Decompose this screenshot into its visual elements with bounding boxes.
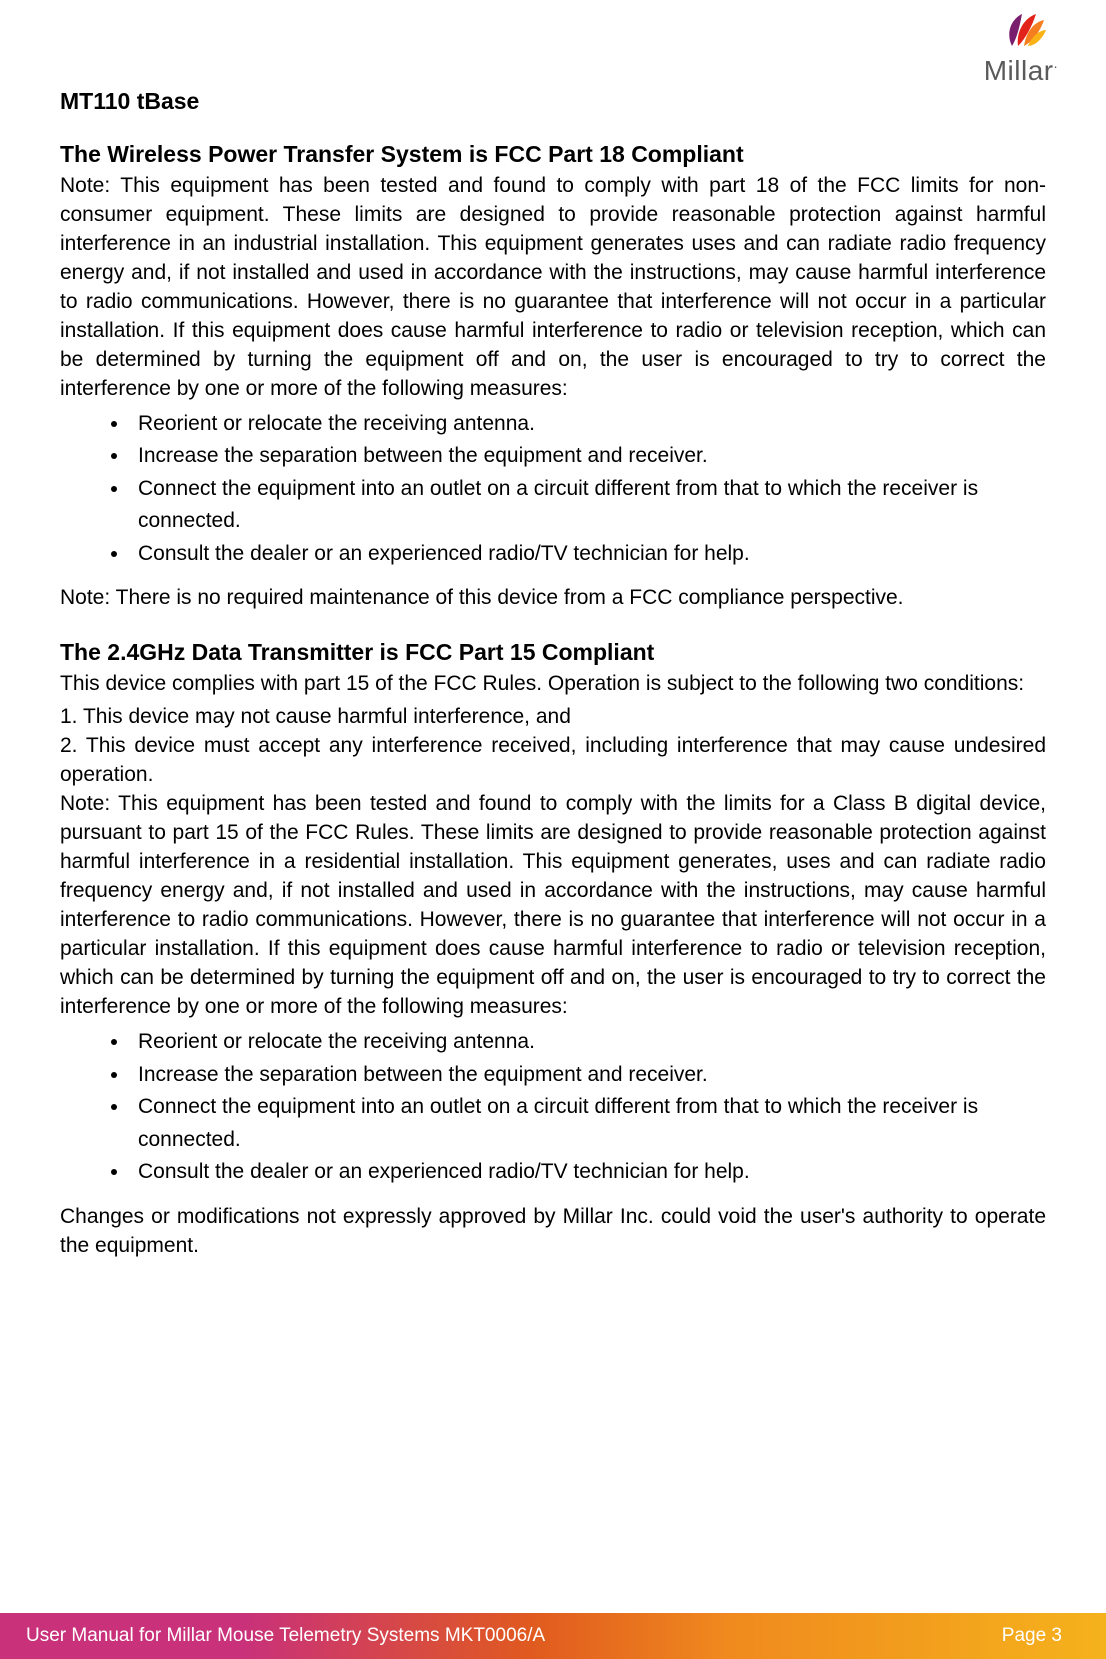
footer-page-number: Page 3 bbox=[1002, 1625, 1062, 1647]
list-item: Reorient or relocate the receiving anten… bbox=[130, 1026, 1046, 1059]
list-item: Consult the dealer or an experienced rad… bbox=[130, 538, 1046, 571]
section2-cond2: 2. This device must accept any interfere… bbox=[60, 732, 1046, 790]
list-item: Connect the equipment into an outlet on … bbox=[130, 1091, 1046, 1156]
list-item: Increase the separation between the equi… bbox=[130, 440, 1046, 473]
footer-left-text: User Manual for Millar Mouse Telemetry S… bbox=[26, 1625, 545, 1647]
product-title: MT110 tBase bbox=[60, 88, 1046, 115]
section2-cond-intro: This device complies with part 15 of the… bbox=[60, 670, 1046, 699]
page-footer: User Manual for Millar Mouse Telemetry S… bbox=[0, 1613, 1106, 1659]
section1-note: Note: There is no required maintenance o… bbox=[60, 584, 1046, 613]
section2-cond1: 1. This device may not cause harmful int… bbox=[60, 703, 1046, 732]
section1-heading: The Wireless Power Transfer System is FC… bbox=[60, 141, 1046, 168]
leaf-icon bbox=[992, 10, 1050, 50]
list-item: Increase the separation between the equi… bbox=[130, 1059, 1046, 1092]
section1-bullets: Reorient or relocate the receiving anten… bbox=[60, 408, 1046, 571]
brand-tm: . bbox=[1054, 55, 1058, 71]
section2-bullets: Reorient or relocate the receiving anten… bbox=[60, 1026, 1046, 1189]
section2-closing: Changes or modifications not expressly a… bbox=[60, 1203, 1046, 1261]
section2-heading: The 2.4GHz Data Transmitter is FCC Part … bbox=[60, 639, 1046, 666]
brand-logo: Millar. bbox=[984, 10, 1058, 87]
section2-note-long: Note: This equipment has been tested and… bbox=[60, 790, 1046, 1022]
brand-name: Millar. bbox=[984, 55, 1058, 87]
list-item: Consult the dealer or an experienced rad… bbox=[130, 1156, 1046, 1189]
document-page: Millar. MT110 tBase The Wireless Power T… bbox=[0, 0, 1106, 1659]
section1-intro: Note: This equipment has been tested and… bbox=[60, 172, 1046, 404]
brand-text: Millar bbox=[984, 55, 1054, 86]
list-item: Connect the equipment into an outlet on … bbox=[130, 473, 1046, 538]
list-item: Reorient or relocate the receiving anten… bbox=[130, 408, 1046, 441]
page-content: MT110 tBase The Wireless Power Transfer … bbox=[60, 20, 1046, 1261]
